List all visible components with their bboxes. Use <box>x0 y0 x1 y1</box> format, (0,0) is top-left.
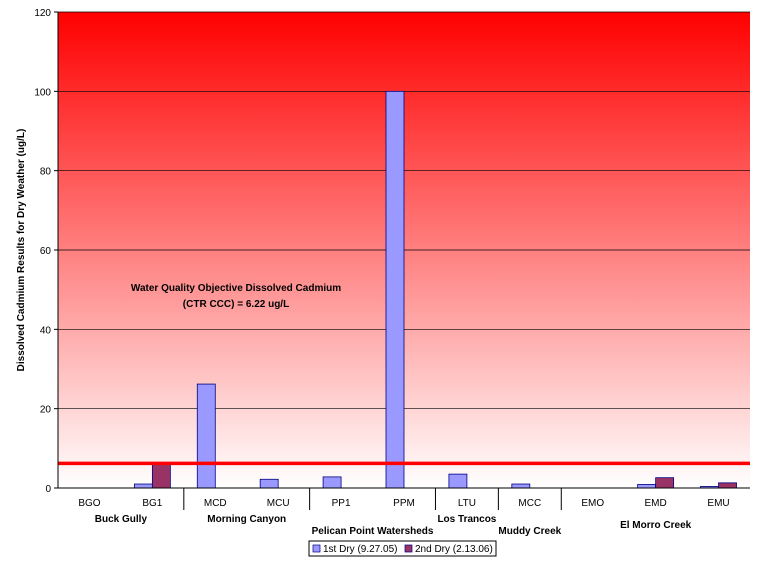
bar-pp1-series-1 <box>322 476 342 489</box>
axes <box>54 11 750 510</box>
y-tick-label: 120 <box>34 8 51 19</box>
group-label: Muddy Creek <box>498 526 561 537</box>
y-tick-label: 60 <box>40 246 52 257</box>
x-tick-label-mcu: MCU <box>267 498 290 509</box>
x-tick-label-mcc: MCC <box>518 498 541 509</box>
legend-swatch-series-1 <box>312 544 321 553</box>
legend-swatch-series-2 <box>404 544 413 553</box>
annotation-line-2: (CTR CCC) = 6.22 ug/L <box>183 299 289 310</box>
group-label: Morning Canyon <box>207 514 286 525</box>
bar-mcu-series-1 <box>259 478 279 489</box>
bar-mcd-series-1 <box>196 383 216 489</box>
bar-emu-series-2 <box>718 482 737 489</box>
legend-label-series-2: 2nd Dry (2.13.06) <box>415 544 493 555</box>
y-axis-title: Dissolved Cadmium Results for Dry Weathe… <box>16 129 27 372</box>
group-label: El Morro Creek <box>620 520 692 531</box>
group-label: Los Trancos <box>437 514 496 525</box>
annotation-line-1: Water Quality Objective Dissolved Cadmiu… <box>131 283 341 294</box>
y-tick-label: 20 <box>40 405 52 416</box>
y-tick-label: 40 <box>40 325 52 336</box>
labels: 0 20 40 60 80 100 120 BGO BG1 MCD MCU PP1 PPM LTU MCC E… <box>34 8 729 537</box>
x-tick-label-bgo: BGO <box>78 498 100 509</box>
legend-box <box>308 540 497 557</box>
x-tick-label-emu: EMU <box>707 498 729 509</box>
bar-mcc-series-1 <box>511 483 531 489</box>
x-tick-label-ppm: PPM <box>393 498 415 509</box>
x-tick-label-bg1: BG1 <box>142 498 162 509</box>
bar-bg1-series-1 <box>133 483 153 489</box>
group-label: Buck Gully <box>95 514 148 525</box>
legend: 1st Dry (9.27.05) 2nd Dry (2.13.06) <box>308 540 497 557</box>
x-tick-label-emd: EMD <box>645 498 667 509</box>
x-tick-label-ltu: LTU <box>458 498 476 509</box>
y-tick-label: 80 <box>40 167 52 178</box>
group-label: Pelican Point Watersheds <box>312 526 434 537</box>
bar-emd-series-1 <box>637 484 657 489</box>
bar-emd-series-2 <box>655 477 675 489</box>
bar-ltu-series-1 <box>448 473 468 489</box>
x-tick-label-emo: EMO <box>581 498 604 509</box>
legend-label-series-1: 1st Dry (9.27.05) <box>323 544 397 555</box>
y-tick-label: 0 <box>45 484 51 495</box>
y-tick-label: 100 <box>34 87 51 98</box>
x-tick-label-pp1: PP1 <box>332 498 351 509</box>
x-tick-label-mcd: MCD <box>204 498 227 509</box>
bar-bg1-series-2 <box>151 463 171 489</box>
bar-ppm-series-1 <box>385 90 405 489</box>
